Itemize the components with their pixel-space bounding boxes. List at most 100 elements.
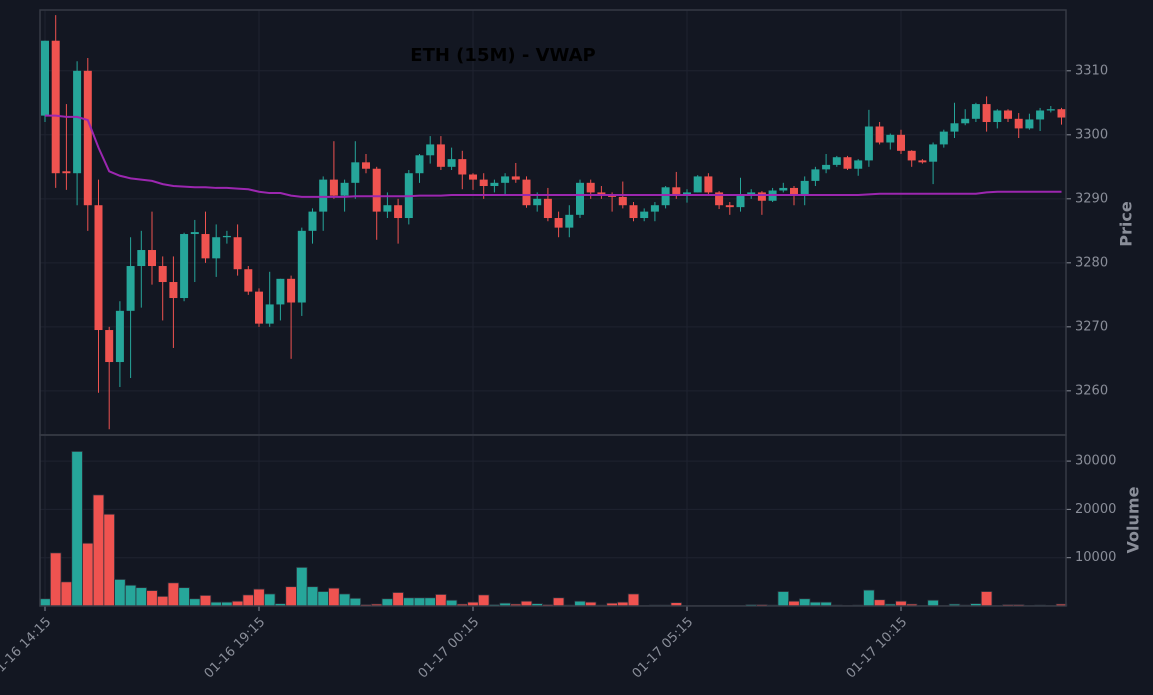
volume-bar (403, 597, 415, 607)
volume-bar (863, 589, 875, 607)
candle-body (757, 192, 766, 201)
candle-body (554, 218, 563, 228)
candle-body (319, 179, 328, 212)
candle-body (1025, 119, 1034, 129)
candle-body (1004, 110, 1012, 119)
volume-bar (199, 594, 212, 607)
volume-bar (873, 599, 886, 607)
volume-bar (253, 588, 265, 607)
candle-body (51, 40, 60, 174)
y-tick-label: 3290 (1075, 191, 1108, 206)
candle-body (640, 211, 649, 219)
candle-body (832, 157, 841, 165)
volume-axis-label: Volume (1124, 486, 1143, 553)
candle-body (329, 179, 338, 196)
volume-bar (92, 494, 105, 607)
volume-bar (306, 586, 319, 607)
candle-body (854, 160, 863, 169)
candle-body (308, 211, 317, 231)
candle-body (522, 179, 531, 206)
candle-body (672, 187, 681, 196)
candle-body (340, 182, 349, 196)
candle-body (864, 126, 873, 161)
volume-bar (627, 593, 640, 607)
candle-body (351, 162, 360, 183)
candle-body (811, 169, 820, 181)
volume-bar (927, 599, 939, 607)
candle-body (565, 214, 574, 228)
candle-body (800, 180, 809, 196)
chart-title: ETH (15M) - VWAP (410, 45, 595, 66)
candle-body (961, 118, 970, 124)
candle-body (907, 150, 916, 161)
candle-body (790, 187, 798, 196)
candle-body (458, 159, 467, 175)
candle-body (693, 176, 702, 193)
volume-bar (317, 591, 329, 607)
candle-body (971, 104, 980, 119)
volume-tick-label: 10000 (1075, 550, 1116, 565)
y-tick-label: 3310 (1075, 63, 1108, 78)
candle-body (511, 176, 520, 180)
candle-body (372, 168, 381, 212)
candle-body (629, 205, 638, 219)
volume-bar (263, 593, 276, 607)
candle-body (233, 237, 242, 270)
candle-body (83, 70, 92, 206)
volume-bar (435, 594, 447, 607)
candle-body (704, 176, 713, 193)
candle-body (148, 250, 156, 267)
y-tick-label: 3280 (1075, 255, 1108, 270)
volume-bar (285, 586, 297, 607)
candle-body (169, 282, 178, 299)
y-tick-label: 3300 (1075, 127, 1108, 142)
candle-body (586, 182, 595, 193)
candle-body (362, 162, 370, 169)
volume-bar (980, 591, 993, 607)
vwap-line (45, 114, 1062, 198)
volume-bar (60, 581, 73, 607)
candle-body (276, 278, 285, 305)
candle-body (126, 266, 135, 311)
volume-bar (392, 592, 404, 607)
candle-body (929, 144, 938, 162)
volume-bar (167, 582, 180, 607)
candle-body (201, 234, 210, 259)
volume-bar (777, 591, 790, 607)
candle-body (415, 155, 424, 174)
candle-body (897, 134, 905, 151)
candle-body (180, 234, 189, 299)
candle-body (543, 198, 552, 219)
candle-body (212, 237, 221, 259)
candle-body (394, 205, 403, 219)
volume-bar (178, 587, 190, 607)
volume-bar (477, 594, 490, 607)
candle-body (608, 195, 617, 197)
volume-bar (798, 598, 811, 607)
candle-body (993, 110, 1002, 123)
volume-bar (381, 598, 394, 607)
candle-body (1036, 110, 1045, 120)
candle-body (822, 164, 831, 170)
volume-bar (156, 595, 169, 607)
candle-body (469, 174, 477, 180)
candle-body (715, 192, 724, 206)
candle-body (479, 179, 488, 187)
volume-tick-label: 20000 (1075, 502, 1116, 517)
volume-bar (338, 593, 351, 607)
candle-body (618, 196, 627, 206)
candle-body (158, 266, 167, 283)
candle-body (105, 330, 114, 363)
volume-bar (146, 590, 158, 607)
candle-body (73, 70, 82, 174)
volume-panel-frame (39, 434, 1067, 607)
y-axis-label: Price (1117, 201, 1136, 247)
candle-body (501, 176, 510, 183)
candle-body (190, 232, 199, 235)
candle-body (426, 144, 435, 156)
volume-bar (552, 597, 565, 607)
candle-body (436, 144, 445, 167)
candle-body (1057, 109, 1066, 118)
